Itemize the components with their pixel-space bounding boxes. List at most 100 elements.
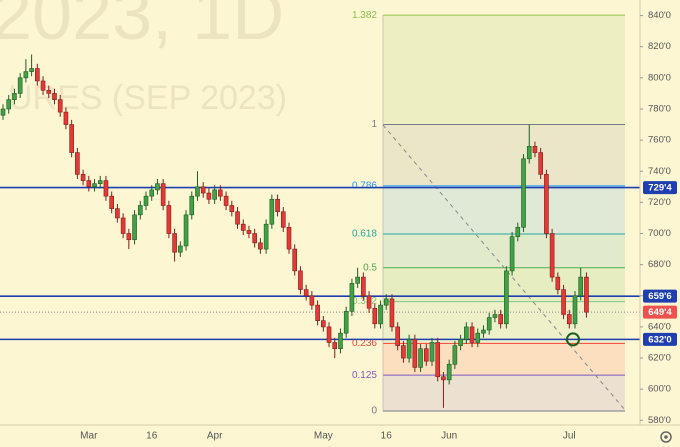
price-tag <box>643 305 677 319</box>
candle-body <box>229 205 235 213</box>
candle-body <box>418 348 423 368</box>
candle-body <box>446 363 452 381</box>
price-tag-label: 632'0 <box>648 334 671 345</box>
fib-label: 1.382 <box>352 10 377 21</box>
candle-body <box>509 236 515 272</box>
candle-body <box>0 108 6 116</box>
y-tick-label: 600'0 <box>648 384 671 395</box>
plot <box>0 54 640 408</box>
candle-body <box>538 152 543 175</box>
fib-band <box>383 185 625 234</box>
candle-body <box>275 198 280 213</box>
candle-body <box>515 226 521 237</box>
candle-body <box>464 326 469 340</box>
fib-label: 0.236 <box>352 338 377 349</box>
price-tag-label: 649'4 <box>648 307 672 318</box>
candle-body <box>321 320 326 328</box>
trend-line <box>382 124 626 411</box>
candle-body <box>395 326 400 346</box>
candle-body <box>40 80 46 91</box>
candle-body <box>366 295 372 309</box>
candle-body <box>46 89 52 94</box>
candle-body <box>252 233 257 244</box>
settings-icon-dot <box>664 435 668 439</box>
candle-body <box>263 223 269 250</box>
price-tag <box>643 181 677 195</box>
candle-body <box>441 376 446 381</box>
candle-body <box>246 230 252 234</box>
candle-body <box>258 242 263 250</box>
y-tick-label: 700'0 <box>648 228 671 239</box>
candle-body <box>218 189 223 197</box>
candle-body <box>183 214 189 247</box>
candle-body <box>137 205 143 216</box>
x-tick-label: 16 <box>381 431 393 442</box>
fib-zone: 1.382 1 0.786 0.618 0.5 0.382 0.236 0.125 0 <box>352 10 625 417</box>
candle-body <box>280 211 286 228</box>
candle-body <box>143 195 149 206</box>
settings-icon[interactable] <box>660 431 672 443</box>
price-axis <box>640 0 680 447</box>
candle-body <box>532 146 538 153</box>
watermark: URES (SEP 2023) <box>8 79 287 117</box>
candle-body <box>423 348 429 362</box>
candle-body <box>349 283 355 312</box>
fib-band <box>383 124 625 186</box>
y-tick-label: 780'0 <box>648 103 671 114</box>
candle-body <box>86 180 92 188</box>
candle-body <box>486 317 492 331</box>
x-tick-label: Jun <box>441 431 457 442</box>
candle-body <box>555 276 561 290</box>
candle-body <box>338 332 343 350</box>
candle-body <box>195 186 200 197</box>
y-tick-label: 840'0 <box>648 10 671 21</box>
candle-body <box>561 289 566 315</box>
candle-body <box>566 314 572 325</box>
candle-body <box>372 307 378 325</box>
candle-body <box>92 183 97 188</box>
y-tick-label: 620'0 <box>648 353 671 364</box>
fib-label: 0.125 <box>352 370 377 381</box>
candle-body <box>126 233 132 241</box>
candle-body <box>200 186 206 194</box>
candle-body <box>115 208 120 219</box>
candle-body <box>326 326 332 343</box>
y-tick-label: 720'0 <box>648 197 671 208</box>
candle-body <box>149 189 155 197</box>
candle-body <box>12 93 17 100</box>
candle-body <box>35 68 40 82</box>
candle-body <box>17 77 23 94</box>
x-tick-label: Mar <box>80 431 98 442</box>
x-tick-label: Apr <box>207 431 223 442</box>
candle-body <box>166 205 172 234</box>
y-tick-label: 680'0 <box>648 259 671 270</box>
candle-body <box>63 111 69 125</box>
candle-body <box>504 270 509 325</box>
candle-body <box>492 314 498 318</box>
candle-body <box>452 345 458 365</box>
candle-body <box>189 195 195 216</box>
candle-body <box>309 295 315 306</box>
candle-body <box>429 342 435 362</box>
axis: 840'0 820'0 800'0 780'0 760'0 740'0 720'0 700'0… <box>80 10 677 442</box>
candle-body <box>315 304 320 321</box>
candle-body <box>97 180 103 184</box>
candle-body <box>6 99 12 110</box>
candle-body <box>521 158 526 228</box>
candle-body <box>544 174 549 234</box>
candle-body <box>475 332 481 343</box>
candle-body <box>80 174 86 181</box>
x-tick-label: Jul <box>563 431 576 442</box>
candle-body <box>343 311 349 334</box>
candle-body <box>269 198 275 225</box>
marker-circle <box>566 332 580 347</box>
candle-body <box>406 339 412 359</box>
fib-label: 0.382 <box>352 296 377 307</box>
candle-body <box>549 233 555 278</box>
fib-label: 0.618 <box>352 229 377 240</box>
price-tag <box>643 289 677 303</box>
candle-body <box>378 304 383 325</box>
candle-body <box>469 326 475 343</box>
fib-label: 0.786 <box>352 180 377 191</box>
